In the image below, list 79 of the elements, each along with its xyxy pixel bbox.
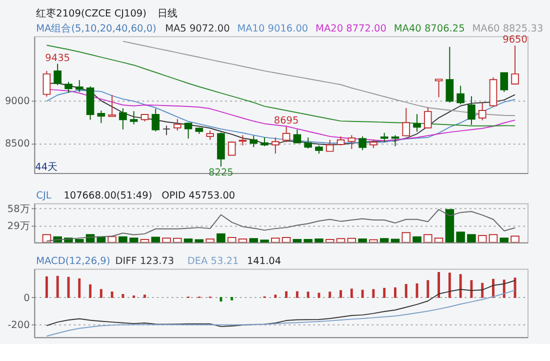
- candlestick: [446, 46, 454, 104]
- y-tick-label: 9000: [4, 96, 30, 108]
- candlestick: [173, 118, 182, 132]
- candlestick: [358, 136, 366, 151]
- y-tick-label: 58万: [7, 204, 30, 215]
- annotation: 9435: [45, 52, 70, 64]
- bar: [456, 232, 465, 242]
- text: DIFF 123.73: [115, 256, 174, 267]
- text: MA40 8706.25: [394, 23, 465, 34]
- candlestick: [478, 102, 486, 121]
- bar: [358, 238, 367, 242]
- bar: [467, 234, 476, 242]
- text: MA60 8825.33: [472, 23, 544, 34]
- candlestick: [434, 78, 443, 98]
- text: 107668.00(51:49): [64, 190, 152, 202]
- candlestick: [282, 126, 290, 143]
- chart-subtitle: 日线: [157, 8, 178, 20]
- candlestick: [272, 136, 280, 154]
- bar: [216, 233, 226, 242]
- text: MA10 9016.00: [237, 23, 308, 34]
- candlestick: [348, 134, 356, 150]
- candlestick: [42, 70, 51, 98]
- chart-title: 红枣2109(CZCE CJ109): [36, 8, 146, 20]
- candlestick: [130, 110, 138, 125]
- annotation: 9650: [502, 34, 528, 46]
- bar: [314, 238, 324, 242]
- candlestick: [250, 135, 258, 148]
- bar: [380, 238, 389, 242]
- y-tick-label: 8500: [4, 138, 30, 150]
- candlestick: [468, 96, 476, 126]
- bar: [129, 238, 138, 242]
- line-series: [46, 280, 516, 328]
- candlestick: [75, 80, 84, 93]
- candlestick: [391, 134, 400, 147]
- candlestick: [206, 130, 214, 140]
- candlestick: [228, 140, 236, 156]
- candlestick: [424, 107, 432, 129]
- bar: [151, 236, 160, 242]
- bar: [249, 238, 258, 242]
- candlestick: [293, 128, 302, 144]
- text: DEA 53.21: [187, 256, 239, 267]
- series-label: OPID 45753.00: [162, 190, 236, 202]
- candlestick: [380, 132, 388, 143]
- bar: [260, 240, 269, 242]
- text: MA5 9072.00: [165, 23, 230, 34]
- bar: [390, 238, 400, 242]
- bar: [445, 209, 454, 242]
- candlestick: [326, 139, 334, 152]
- candlestick: [304, 136, 312, 149]
- text: 141.04: [246, 256, 282, 267]
- bar: [74, 238, 84, 242]
- candlestick: [54, 63, 62, 86]
- candlestick: [152, 108, 160, 132]
- candlestick: [402, 108, 410, 137]
- y-tick-label: 29万: [7, 220, 30, 232]
- candlestick: [456, 85, 464, 105]
- bar: [118, 236, 128, 242]
- y-tick-label: -200: [8, 320, 30, 332]
- y-tick-label: 0: [24, 292, 30, 304]
- candlestick: [511, 45, 519, 86]
- legend-title: CJL: [36, 190, 52, 202]
- bar: [412, 236, 422, 242]
- line-series: [46, 290, 516, 337]
- candlestick: [500, 72, 508, 93]
- annotation: 44天: [35, 162, 58, 174]
- bar: [304, 238, 312, 242]
- text: MA20 8772.00: [316, 23, 386, 34]
- candlestick: [108, 94, 116, 117]
- candlestick: [162, 125, 170, 136]
- candlestick: [119, 108, 127, 130]
- candlestick: [97, 110, 106, 124]
- candlestick: [64, 81, 72, 94]
- candlestick: [413, 114, 421, 132]
- annotation: 8695: [274, 116, 299, 127]
- bar: [500, 238, 509, 242]
- candlestick: [336, 136, 345, 146]
- candlestick: [184, 122, 192, 140]
- legend-title: MA组合(5,10,20,40,60,0): [36, 22, 156, 34]
- legend-title: MACD(12,26,9): [36, 256, 110, 267]
